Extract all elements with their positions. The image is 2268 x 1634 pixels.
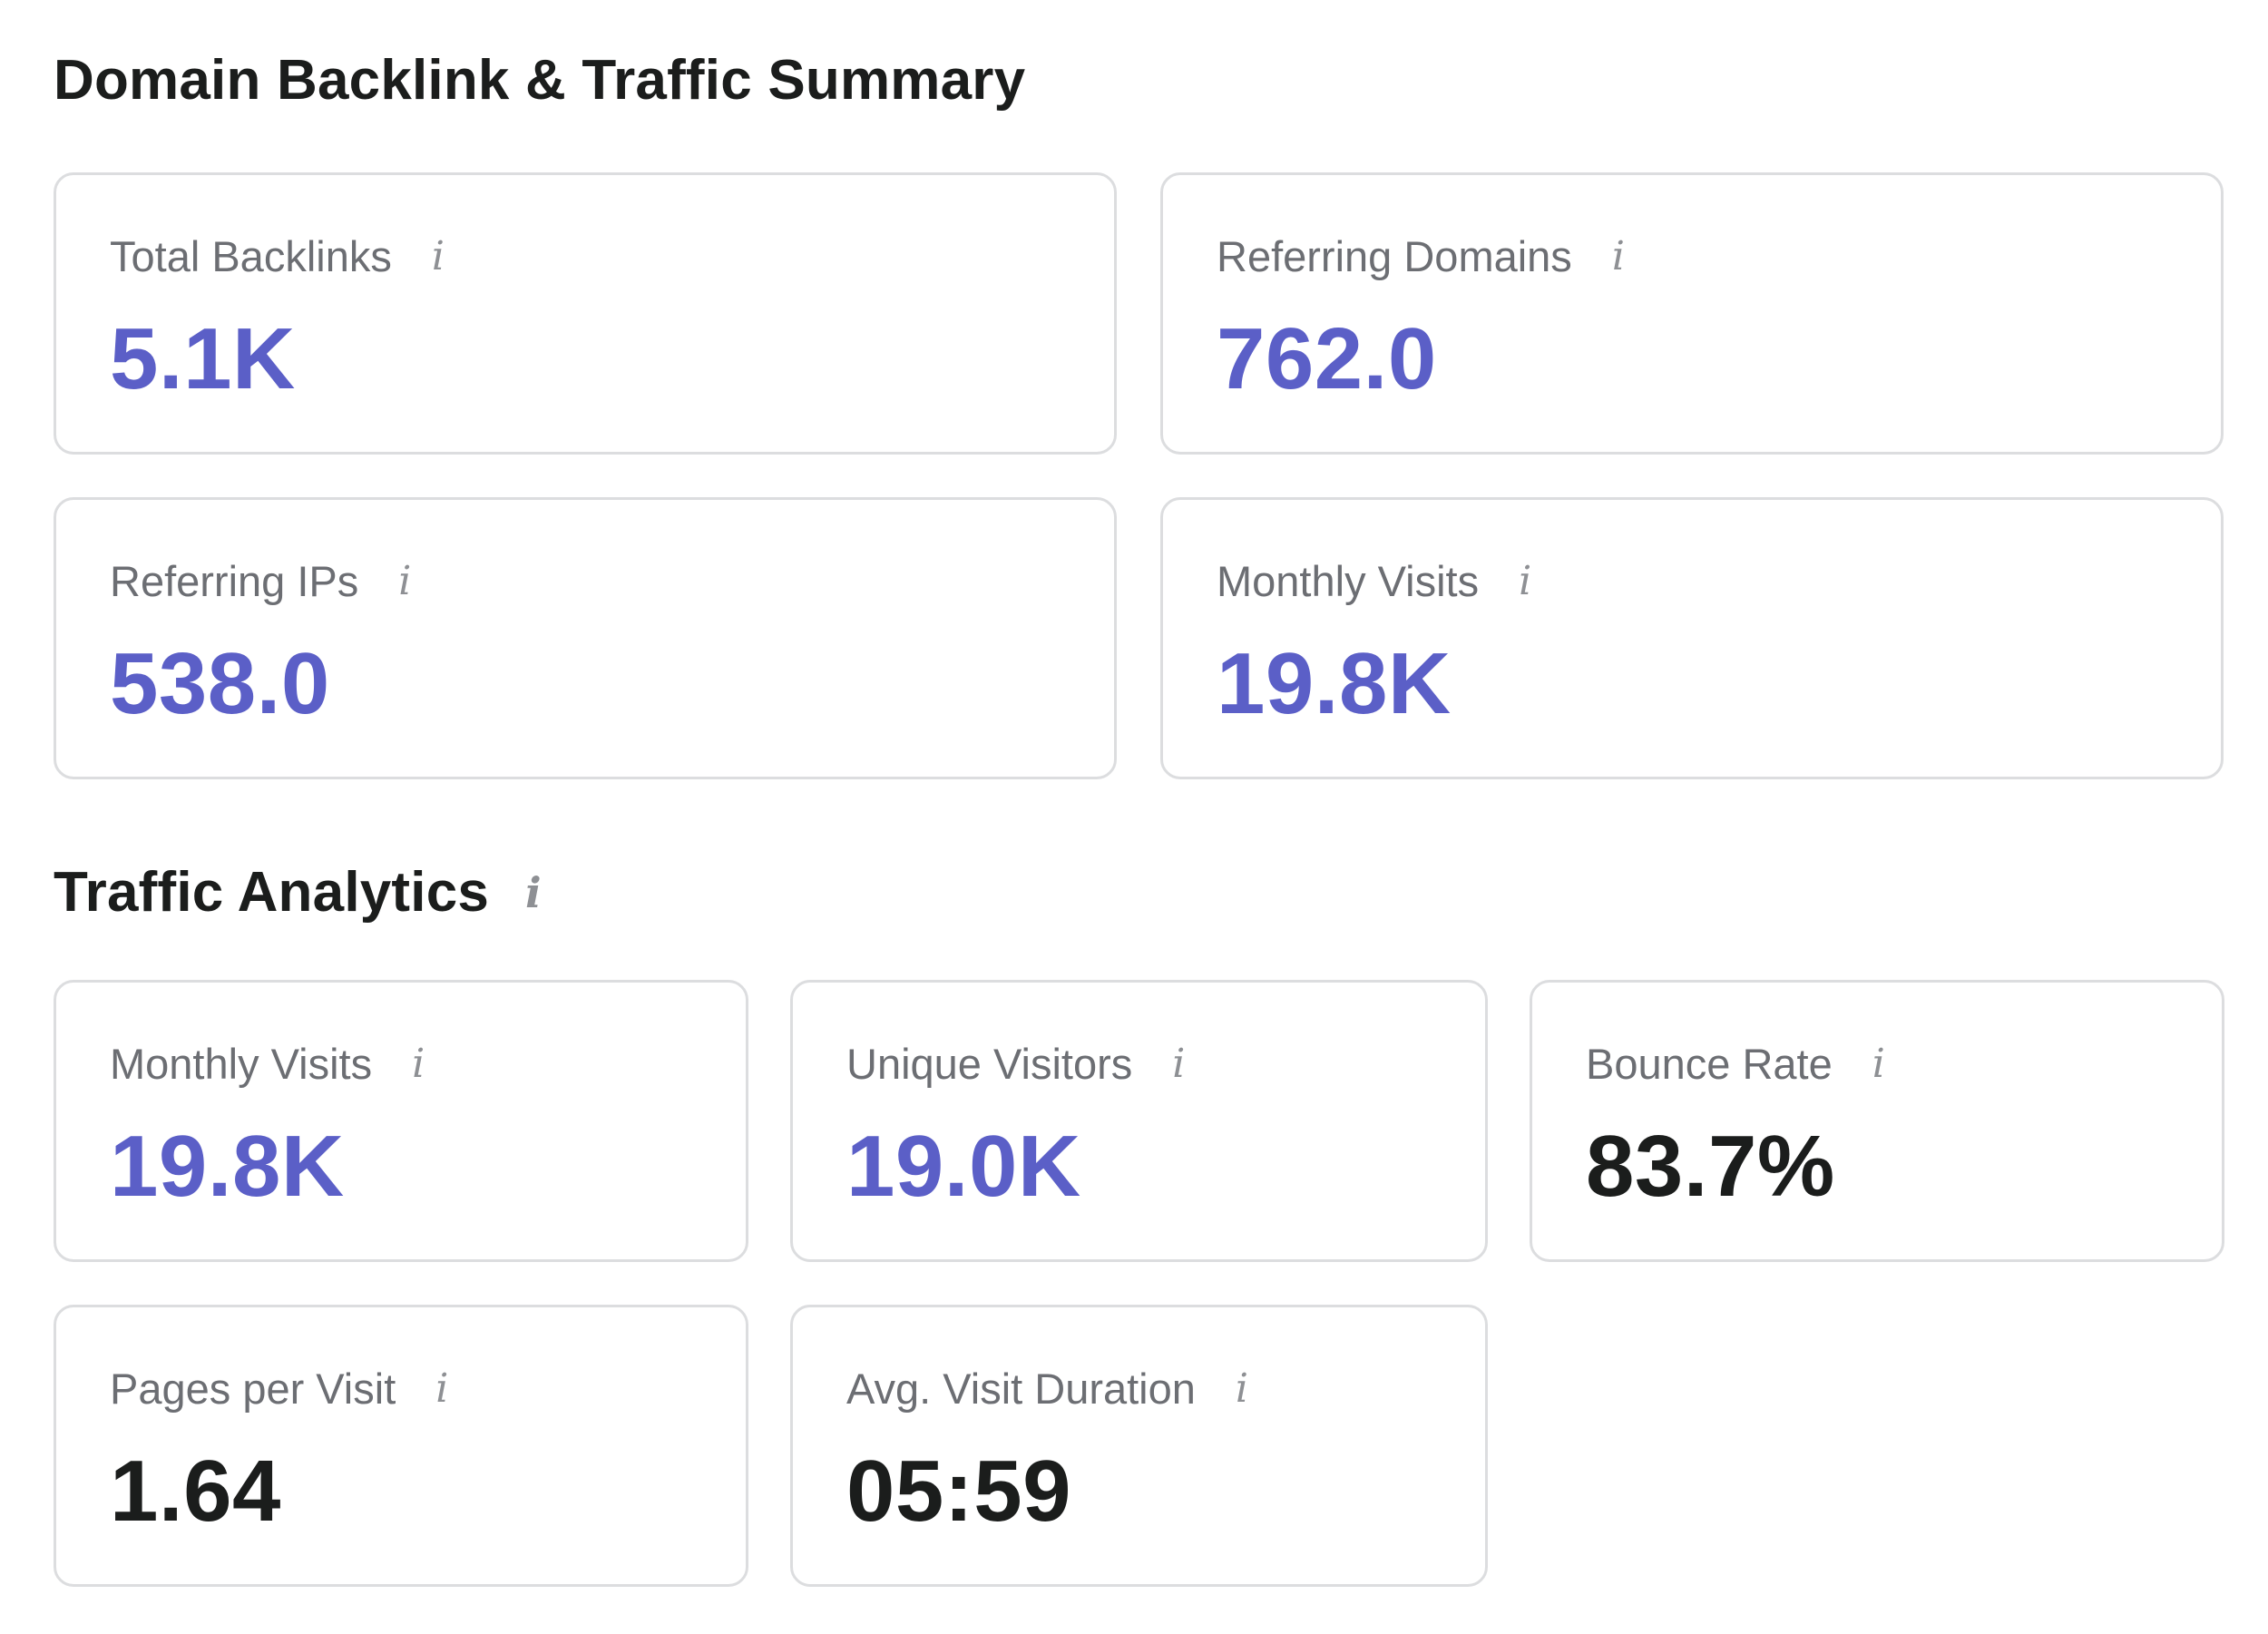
card-label-row: Unique Visitors i — [846, 1042, 1485, 1085]
pages-per-visit-card: Pages per Visit i 1.64 — [54, 1305, 748, 1587]
traffic-analytics-grid: Monthly Visits i 19.8K Unique Visitors i… — [54, 980, 2224, 1587]
avg-visit-duration-card: Avg. Visit Duration i 05:59 — [790, 1305, 1488, 1587]
traffic-analytics-title-row: Traffic Analytics i — [54, 865, 542, 921]
info-icon[interactable]: i — [398, 557, 412, 604]
card-label-row: Bounce Rate i — [1586, 1042, 2222, 1085]
card-label-row: Monthly Visits i — [1217, 560, 2221, 602]
referring-ips-label: Referring IPs — [110, 557, 359, 605]
pages-per-visit-label: Pages per Visit — [110, 1365, 396, 1413]
card-label-row: Referring IPs i — [110, 560, 1114, 602]
total-backlinks-label: Total Backlinks — [110, 232, 392, 280]
avg-visit-duration-label: Avg. Visit Duration — [846, 1365, 1196, 1413]
total-backlinks-card: Total Backlinks i 5.1K — [54, 172, 1117, 455]
referring-domains-card: Referring Domains i 762.0 — [1160, 172, 2224, 455]
unique-visitors-value: 19.0K — [846, 1118, 1081, 1215]
pages-per-visit-value: 1.64 — [110, 1443, 281, 1540]
summary-grid: Total Backlinks i 5.1K Referring Domains… — [54, 172, 2224, 779]
unique-visitors-label: Unique Visitors — [846, 1040, 1133, 1088]
info-icon[interactable]: i — [412, 1040, 425, 1087]
info-icon[interactable]: i — [1611, 232, 1625, 279]
summary-monthly-visits-card: Monthly Visits i 19.8K — [1160, 497, 2224, 779]
info-icon[interactable]: i — [1235, 1365, 1248, 1412]
bounce-rate-label: Bounce Rate — [1586, 1040, 1833, 1088]
total-backlinks-value: 5.1K — [110, 310, 296, 407]
card-label-row: Referring Domains i — [1217, 235, 2221, 278]
referring-ips-card: Referring IPs i 538.0 — [54, 497, 1117, 779]
monthly-visits-label: Monthly Visits — [110, 1040, 373, 1088]
monthly-visits-card: Monthly Visits i 19.8K — [54, 980, 748, 1262]
info-icon[interactable]: i — [435, 1365, 449, 1412]
referring-domains-value: 762.0 — [1217, 310, 1437, 407]
card-label-row: Monthly Visits i — [110, 1042, 746, 1085]
referring-domains-label: Referring Domains — [1217, 232, 1572, 280]
info-icon[interactable]: i — [1519, 557, 1532, 604]
monthly-visits-value: 19.8K — [110, 1118, 345, 1215]
bounce-rate-card: Bounce Rate i 83.7% — [1530, 980, 2224, 1262]
avg-visit-duration-value: 05:59 — [846, 1443, 1072, 1540]
info-icon[interactable]: i — [1872, 1040, 1885, 1087]
bounce-rate-value: 83.7% — [1586, 1118, 1835, 1215]
info-icon[interactable]: i — [1172, 1040, 1186, 1087]
info-icon[interactable]: i — [525, 868, 542, 917]
unique-visitors-card: Unique Visitors i 19.0K — [790, 980, 1488, 1262]
card-label-row: Total Backlinks i — [110, 235, 1114, 278]
info-icon[interactable]: i — [431, 232, 445, 279]
card-label-row: Pages per Visit i — [110, 1367, 746, 1410]
summary-monthly-visits-value: 19.8K — [1217, 635, 1452, 732]
card-label-row: Avg. Visit Duration i — [846, 1367, 1485, 1410]
traffic-analytics-title: Traffic Analytics — [54, 861, 490, 924]
summary-monthly-visits-label: Monthly Visits — [1217, 557, 1480, 605]
summary-title: Domain Backlink & Traffic Summary — [54, 49, 1026, 112]
referring-ips-value: 538.0 — [110, 635, 330, 732]
